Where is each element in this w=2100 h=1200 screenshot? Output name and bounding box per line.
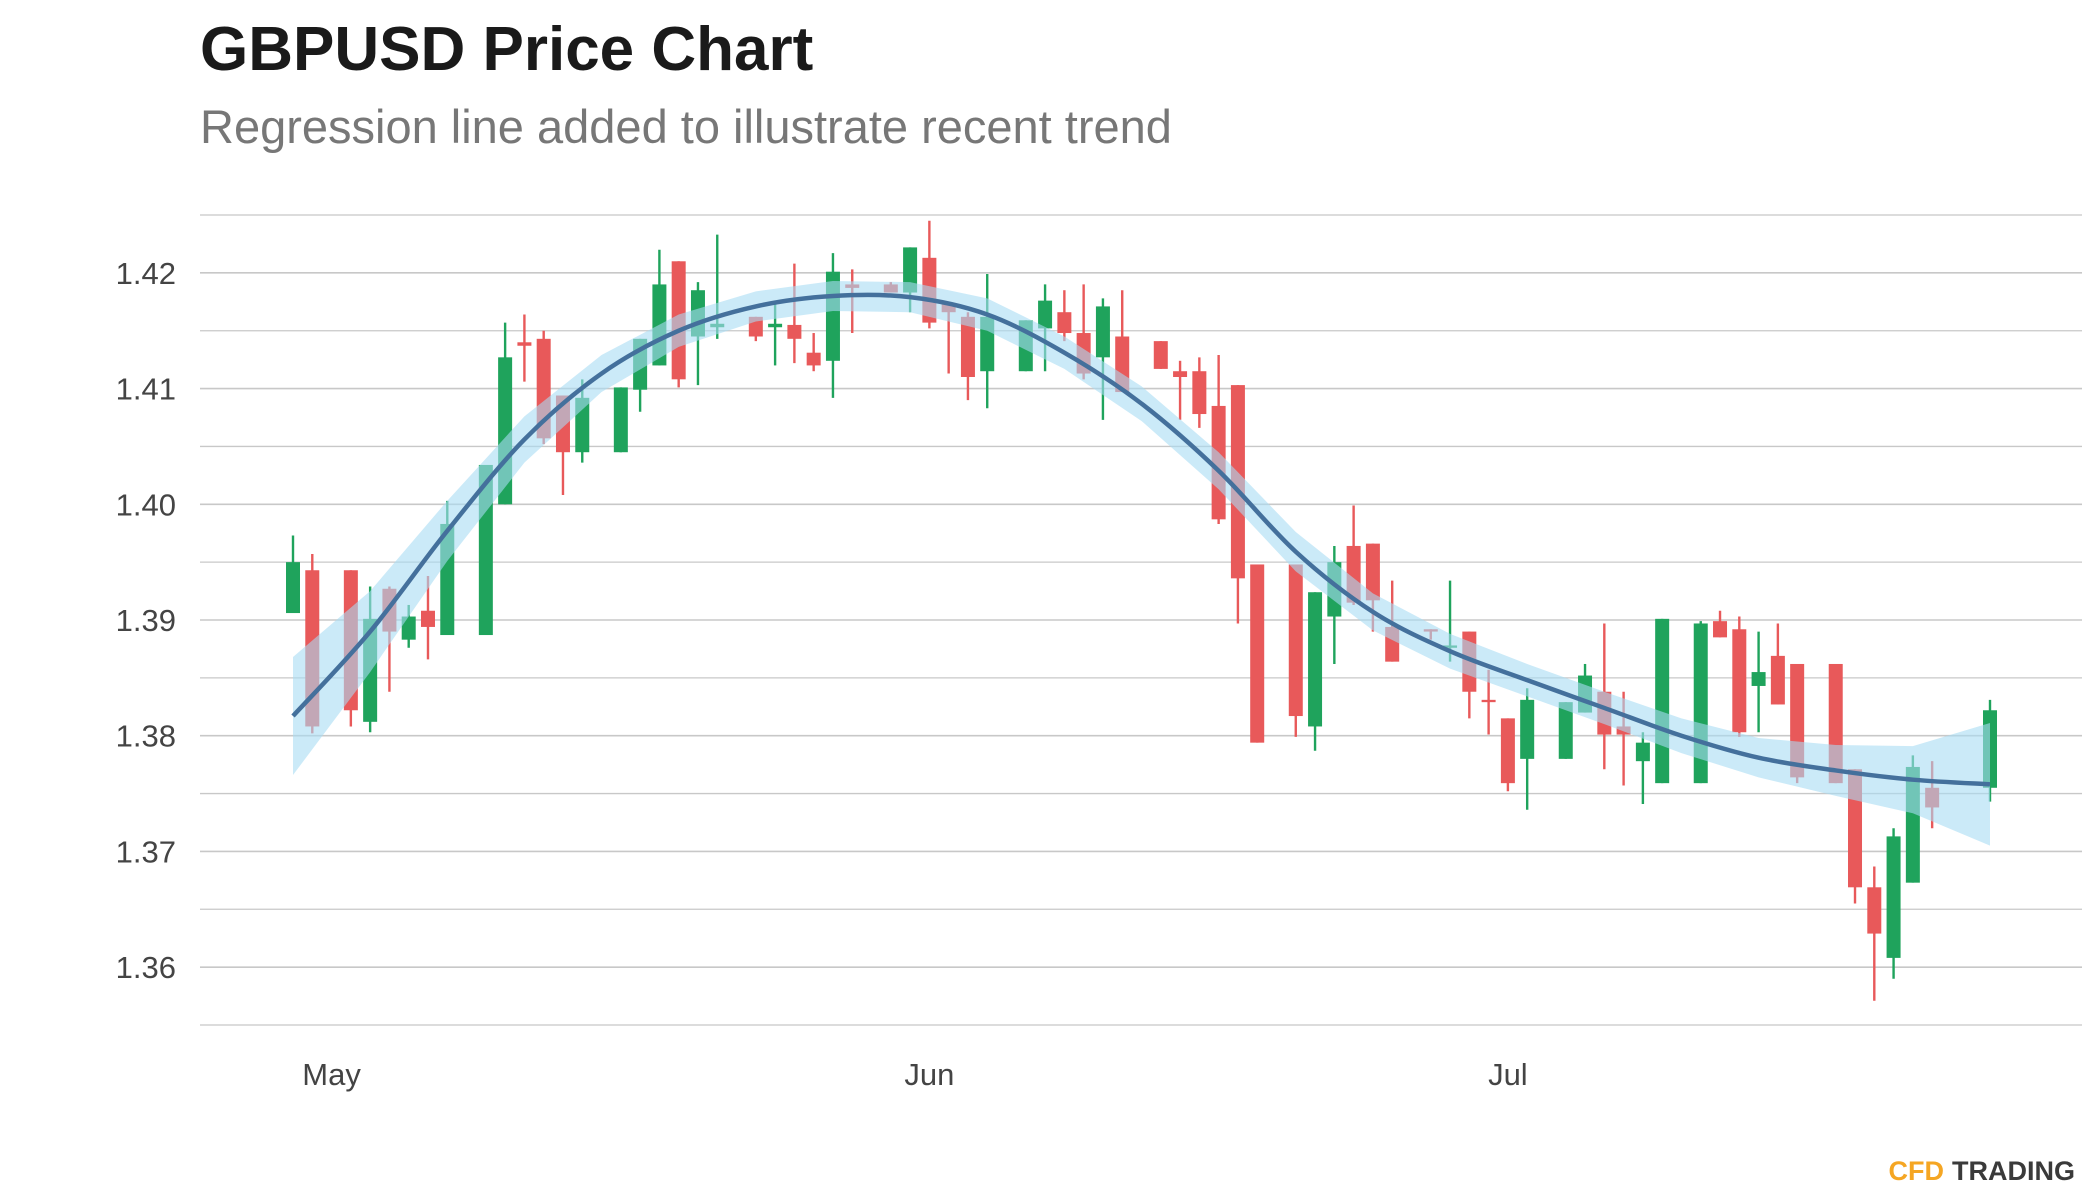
candle-body — [1308, 592, 1323, 727]
candle-body — [1635, 742, 1650, 762]
candle-body — [1192, 371, 1207, 415]
brand-logo: CFD TRADING — [1889, 1156, 2076, 1186]
x-tick-label: Jul — [1488, 1057, 1528, 1092]
candle-body — [1153, 341, 1168, 369]
candle-body — [1886, 836, 1901, 958]
candle-body — [401, 616, 416, 640]
candle-body — [1173, 371, 1188, 377]
candle-body — [1250, 564, 1265, 743]
candle-body — [1751, 672, 1766, 686]
candle-body — [1038, 300, 1053, 329]
y-tick-label: 1.37 — [116, 834, 176, 869]
regression-line — [291, 292, 1991, 787]
y-tick-label: 1.36 — [116, 950, 176, 985]
candle-body — [903, 247, 918, 293]
candle-body — [1057, 312, 1072, 334]
y-tick-label: 1.38 — [116, 719, 176, 754]
candle-body — [806, 352, 821, 366]
y-tick-label: 1.39 — [116, 603, 176, 638]
candle-body — [420, 610, 435, 627]
candle-body — [517, 342, 532, 346]
candle-body — [1365, 543, 1380, 601]
y-tick-label: 1.40 — [116, 487, 176, 522]
y-tick-label: 1.42 — [116, 256, 176, 291]
chart-title: GBPUSD Price Chart — [200, 15, 813, 84]
candle-body — [1770, 655, 1785, 705]
candle-body — [613, 387, 628, 453]
candle-body — [787, 324, 802, 339]
candle-body — [286, 562, 300, 614]
brand-first: CFD — [1889, 1156, 1945, 1186]
candle-body — [1288, 564, 1303, 717]
x-tick-label: May — [302, 1057, 361, 1092]
y-tick-label: 1.41 — [116, 372, 176, 407]
candle-body — [1732, 629, 1747, 733]
candle-body — [1500, 718, 1515, 784]
candle-body — [960, 316, 975, 377]
candle-body — [1713, 621, 1728, 638]
candle-body — [1867, 887, 1882, 934]
candle-body — [768, 323, 783, 328]
candle-body — [1520, 699, 1535, 759]
candle-body — [1095, 306, 1110, 358]
candle-body — [1481, 699, 1496, 703]
confidence-band — [293, 280, 1990, 846]
chart-subtitle: Regression line added to illustrate rece… — [200, 100, 1172, 153]
brand-second: TRADING — [1952, 1156, 2075, 1186]
x-tick-label: Jun — [904, 1057, 954, 1092]
candle-body — [1558, 702, 1573, 759]
candle-body — [1655, 618, 1670, 784]
